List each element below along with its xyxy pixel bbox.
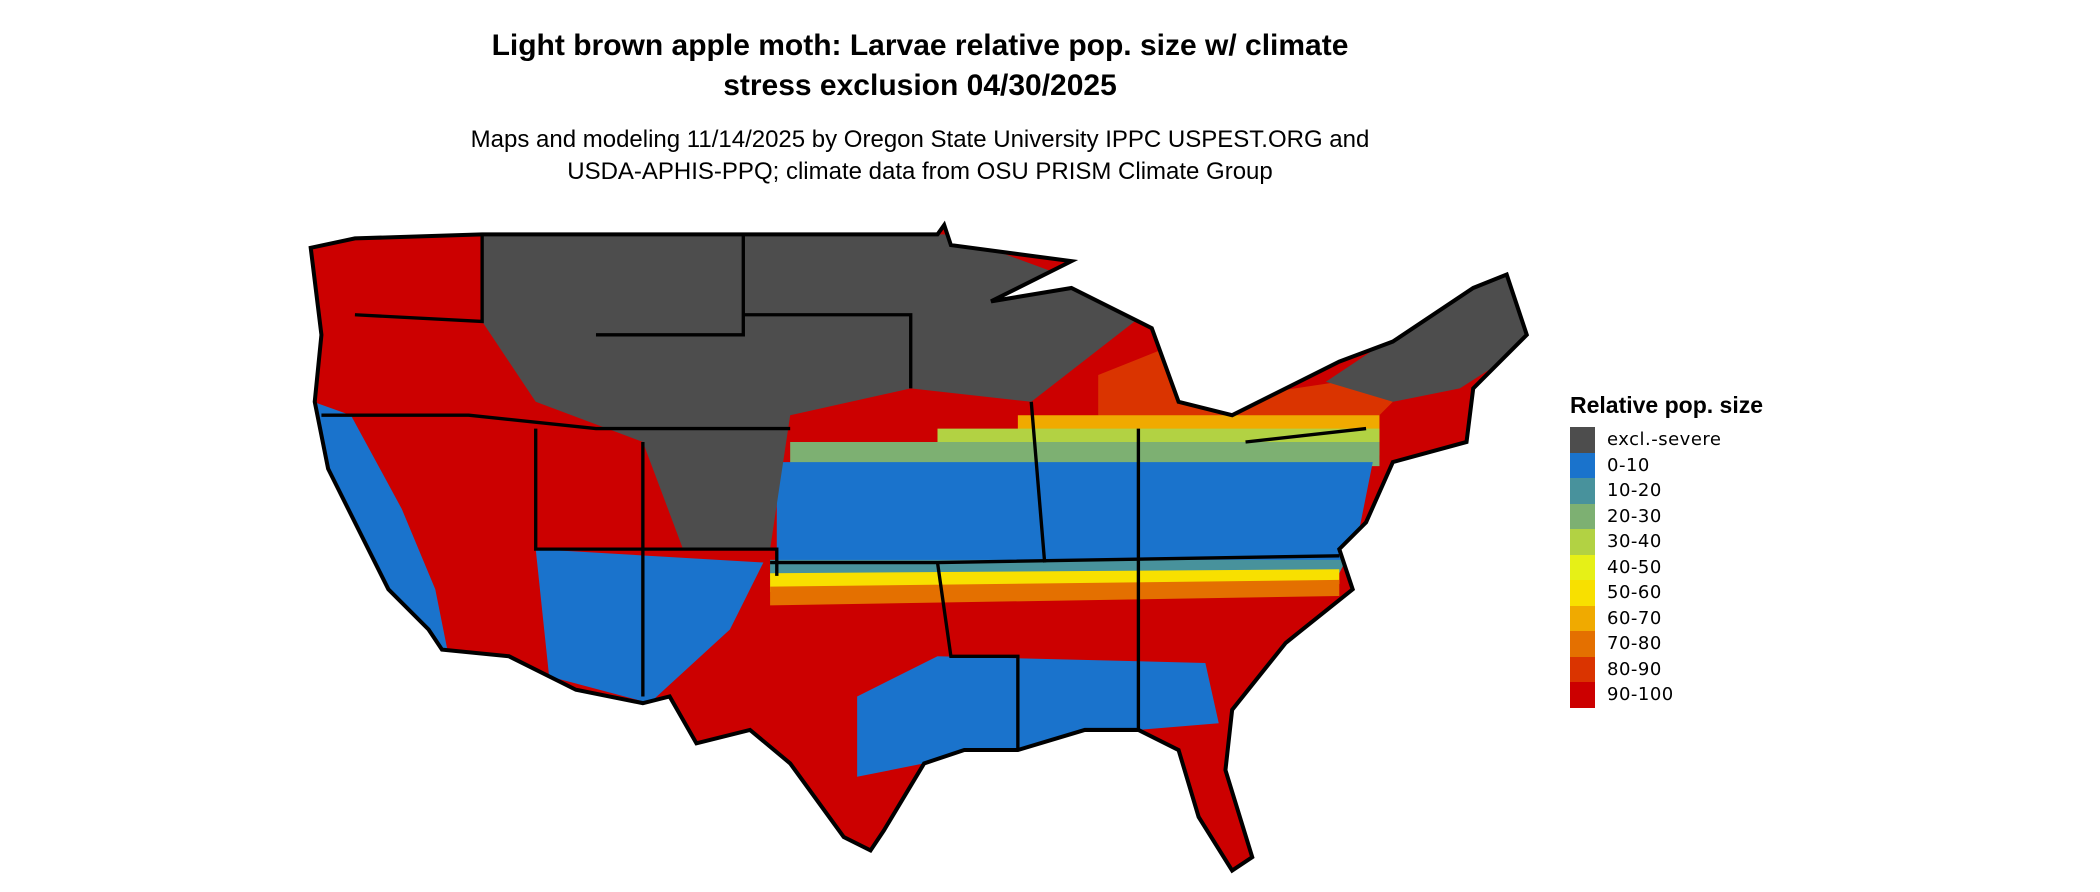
legend-item: 0-10 — [1570, 452, 1763, 478]
legend-label: 40-50 — [1607, 556, 1662, 578]
region-excl-severe-north — [482, 234, 1152, 550]
legend-item: excl.-severe — [1570, 427, 1763, 453]
region-0-10-southwest — [535, 549, 764, 704]
legend-label: 30-40 — [1607, 531, 1662, 553]
legend-swatch — [1570, 503, 1595, 529]
legend-item: 70-80 — [1570, 631, 1763, 657]
legend-item: 20-30 — [1570, 503, 1763, 529]
legend-label: 0-10 — [1607, 454, 1650, 476]
legend-item: 80-90 — [1570, 656, 1763, 682]
legend-item: 50-60 — [1570, 580, 1763, 606]
legend-label: 10-20 — [1607, 480, 1662, 502]
legend-item: 60-70 — [1570, 605, 1763, 631]
legend-label: 80-90 — [1607, 658, 1662, 680]
legend-label: excl.-severe — [1607, 429, 1722, 451]
map-subtitle-line1: Maps and modeling 11/14/2025 by Oregon S… — [470, 126, 1370, 153]
map-title-line2: stress exclusion 04/30/2025 — [723, 69, 1117, 102]
region-20-30 — [790, 441, 1380, 467]
legend: Relative pop. size excl.-severe 0-10 10-20… — [1570, 392, 1763, 708]
map-title-line1: Light brown apple moth: Larvae relative … — [491, 29, 1349, 62]
legend-swatch — [1570, 580, 1595, 606]
legend-label: 20-30 — [1607, 505, 1662, 527]
legend-item: 40-50 — [1570, 554, 1763, 580]
legend-label: 50-60 — [1607, 582, 1662, 604]
legend-swatch — [1570, 605, 1595, 631]
legend-swatch — [1570, 529, 1595, 555]
legend-swatch — [1570, 427, 1595, 453]
legend-swatch — [1570, 656, 1595, 682]
legend-swatch — [1570, 682, 1595, 708]
region-70-80 — [770, 579, 1340, 606]
legend-item: 90-100 — [1570, 682, 1763, 708]
map-subtitle-line2: USDA-APHIS-PPQ; climate data from OSU PR… — [567, 158, 1273, 185]
legend-swatch — [1570, 478, 1595, 504]
legend-label: 70-80 — [1607, 633, 1662, 655]
legend-label: 60-70 — [1607, 607, 1662, 629]
legend-label: 90-100 — [1607, 684, 1674, 706]
region-0-10-gulf — [857, 656, 1219, 777]
region-0-10-westcoast — [313, 401, 449, 657]
region-excl-severe-northeast — [1325, 261, 1527, 402]
legend-swatch — [1570, 452, 1595, 478]
legend-item: 10-20 — [1570, 478, 1763, 504]
legend-swatch — [1570, 631, 1595, 657]
legend-title: Relative pop. size — [1570, 392, 1764, 418]
region-0-10-central — [776, 462, 1373, 576]
state-borders — [321, 234, 1367, 751]
legend-item: 30-40 — [1570, 529, 1763, 555]
legend-swatch — [1570, 554, 1595, 580]
